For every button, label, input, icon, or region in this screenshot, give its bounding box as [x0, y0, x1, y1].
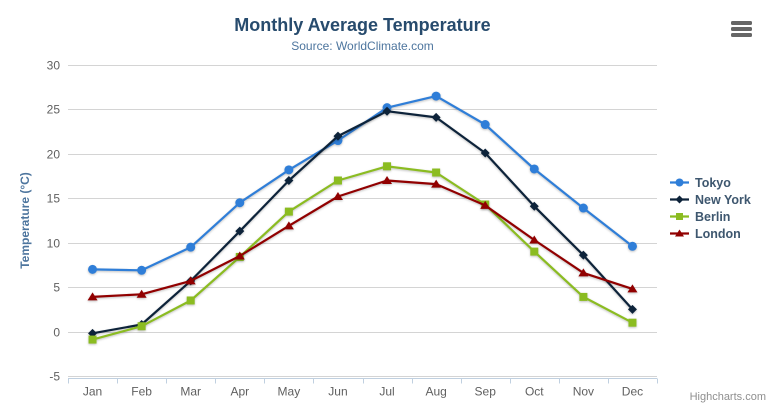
x-axis-tick-label: Jun — [328, 385, 347, 399]
point-tokyo-may[interactable] — [284, 165, 294, 175]
point-berlin-mar[interactable] — [186, 296, 195, 305]
legend-item-london[interactable]: London — [670, 225, 751, 242]
legend-label: New York — [695, 192, 751, 207]
axes — [68, 378, 658, 384]
legend-marker-icon — [670, 213, 689, 220]
legend-label: Tokyo — [695, 175, 731, 190]
point-tokyo-dec[interactable] — [627, 241, 637, 251]
point-london-feb[interactable] — [136, 289, 147, 298]
axis-labels: -5 0 5 10 15 20 25 30 Jan Feb Mar Apr May Jun Jul Aug Se… — [47, 59, 643, 399]
point-new-york-dec[interactable] — [627, 304, 637, 314]
legend-marker-icon — [670, 195, 689, 204]
series-line-tokyo — [91, 95, 634, 272]
credits-link[interactable]: Highcharts.com — [689, 391, 766, 403]
y-axis-tick-label: 25 — [47, 103, 61, 117]
x-axis-tick-label: Jan — [83, 385, 102, 399]
y-axis-tick-label: 20 — [47, 148, 61, 162]
point-tokyo-jan[interactable] — [88, 264, 98, 274]
point-tokyo-nov[interactable] — [578, 203, 588, 213]
x-axis-tick-label: Aug — [425, 385, 446, 399]
point-london-jan[interactable] — [87, 292, 98, 301]
point-new-york-nov[interactable] — [578, 250, 588, 260]
point-berlin-jul[interactable] — [383, 162, 392, 171]
x-axis-tick-label: Apr — [230, 385, 249, 399]
point-london-oct[interactable] — [529, 235, 540, 244]
legend-marker-icon — [670, 178, 689, 187]
point-tokyo-aug[interactable] — [431, 91, 441, 101]
y-axis-tick-label: 5 — [53, 281, 60, 295]
point-london-dec[interactable] — [627, 284, 638, 293]
point-tokyo-feb[interactable] — [137, 265, 147, 275]
point-new-york-oct[interactable] — [529, 201, 539, 211]
legend: Tokyo New York Berlin London — [670, 174, 751, 242]
chart-title: Monthly Average Temperature — [234, 15, 491, 35]
series-root — [87, 91, 638, 344]
series-london[interactable] — [87, 176, 638, 301]
legend-marker-icon — [670, 229, 689, 237]
y-axis-tick-label: 15 — [47, 192, 61, 206]
point-london-jul[interactable] — [382, 176, 393, 185]
y-axis-tick-label: 0 — [53, 326, 60, 340]
y-axis-tick-label: 10 — [47, 237, 61, 251]
point-london-nov[interactable] — [578, 268, 589, 277]
point-berlin-feb[interactable] — [137, 322, 146, 331]
series-line-london — [91, 179, 634, 298]
point-tokyo-mar[interactable] — [186, 242, 196, 252]
hamburger-menu-icon — [731, 21, 752, 25]
point-new-york-aug[interactable] — [431, 112, 441, 122]
point-new-york-may[interactable] — [284, 176, 294, 186]
point-berlin-may[interactable] — [284, 207, 293, 216]
legend-label: Berlin — [695, 209, 731, 224]
legend-item-tokyo[interactable]: Tokyo — [670, 174, 751, 191]
x-axis-tick-label: Mar — [180, 385, 201, 399]
point-berlin-aug[interactable] — [432, 168, 441, 177]
point-berlin-dec[interactable] — [628, 318, 637, 327]
point-berlin-jun[interactable] — [333, 176, 342, 185]
x-axis-tick-label: Sep — [475, 385, 497, 399]
chart-subtitle: Source: WorldClimate.com — [291, 39, 434, 53]
x-axis-tick-label: Nov — [573, 385, 594, 399]
y-axis-tick-label: 30 — [47, 59, 61, 73]
hamburger-menu-icon — [731, 27, 752, 31]
point-new-york-apr[interactable] — [235, 226, 245, 236]
legend-item-new-york[interactable]: New York — [670, 191, 751, 208]
series-new-york[interactable] — [88, 106, 637, 338]
legend-item-berlin[interactable]: Berlin — [670, 208, 751, 225]
point-new-york-sep[interactable] — [480, 148, 490, 158]
y-axis-title: Temperature (°C) — [18, 172, 32, 269]
x-axis-tick-label: Feb — [131, 385, 152, 399]
x-axis-tick-label: Oct — [525, 385, 544, 399]
point-new-york-jul[interactable] — [382, 106, 392, 116]
point-london-apr[interactable] — [234, 251, 245, 260]
point-berlin-nov[interactable] — [579, 292, 588, 301]
point-london-may[interactable] — [283, 221, 294, 230]
y-axis-tick-label: -5 — [49, 370, 60, 384]
point-london-sep[interactable] — [480, 200, 491, 209]
point-berlin-jan[interactable] — [88, 335, 97, 344]
export-menu-button[interactable] — [731, 21, 753, 37]
series-tokyo[interactable] — [88, 91, 637, 275]
point-tokyo-apr[interactable] — [235, 198, 245, 208]
series-line-berlin — [91, 165, 634, 341]
point-london-aug[interactable] — [431, 179, 442, 188]
legend-label: London — [695, 226, 741, 241]
hamburger-menu-icon — [731, 33, 752, 37]
x-axis-tick-label: Dec — [622, 385, 643, 399]
point-london-jun[interactable] — [332, 192, 343, 201]
point-london-mar[interactable] — [185, 276, 196, 285]
point-berlin-oct[interactable] — [530, 247, 539, 256]
series-line-new-york — [91, 110, 634, 335]
gridlines — [68, 65, 657, 377]
point-tokyo-oct[interactable] — [529, 164, 539, 174]
point-tokyo-sep[interactable] — [480, 120, 490, 130]
x-axis-tick-label: Jul — [379, 385, 394, 399]
point-new-york-jun[interactable] — [333, 131, 343, 141]
x-axis-tick-label: May — [278, 385, 301, 399]
